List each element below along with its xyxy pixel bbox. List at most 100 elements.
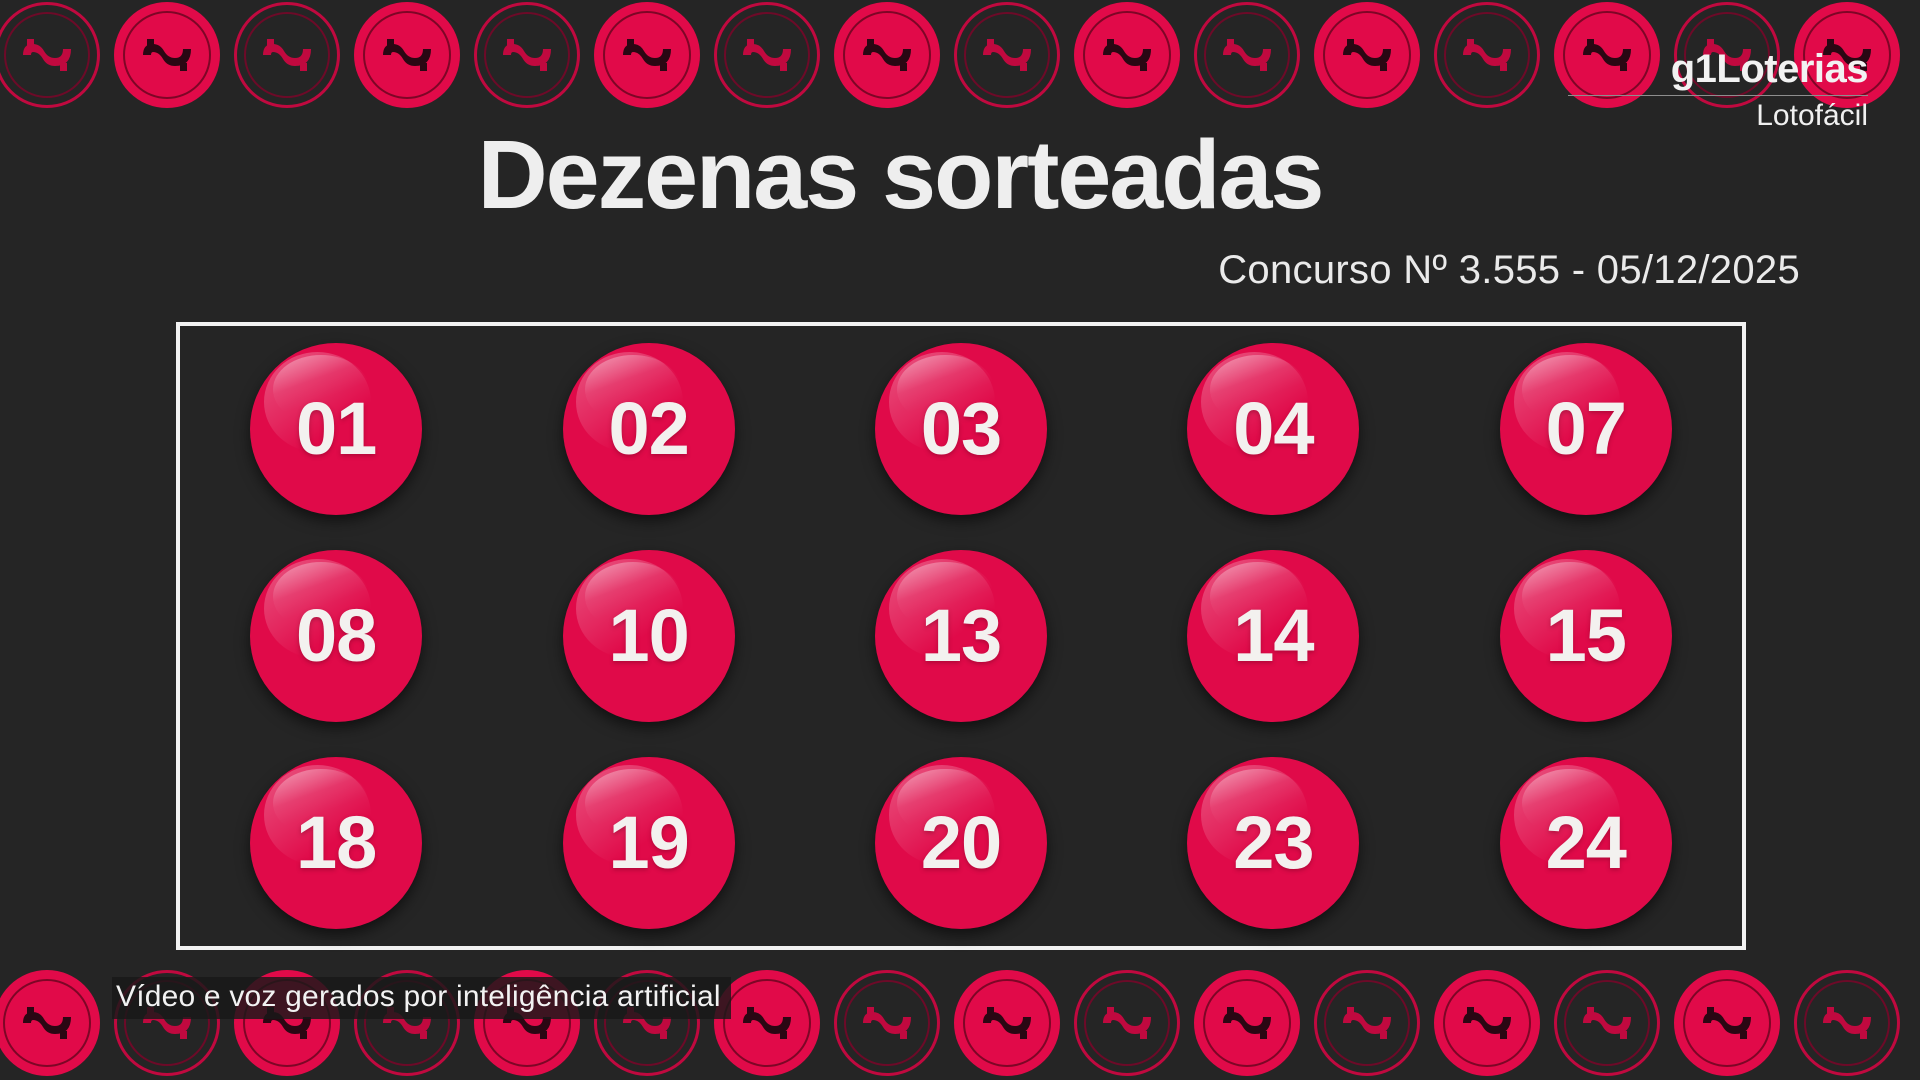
- money-coin-icon: [834, 970, 940, 1076]
- coin-inner-ring: [123, 11, 211, 99]
- money-coin-icon: [354, 2, 460, 108]
- money-coin-icon: [234, 2, 340, 108]
- money-coin-glyph: [263, 39, 311, 71]
- lottery-ball: 03: [874, 343, 1047, 516]
- coin-inner-ring: [844, 980, 930, 1066]
- lottery-ball-number: 18: [296, 800, 377, 884]
- money-coin-icon: [0, 970, 100, 1076]
- coin-inner-ring: [1203, 979, 1291, 1067]
- money-coin-icon: [1434, 2, 1540, 108]
- lottery-ball-number: 04: [1233, 387, 1314, 471]
- money-coin-icon: [594, 2, 700, 108]
- money-coin-icon: [954, 970, 1060, 1076]
- coin-inner-ring: [1803, 11, 1891, 99]
- lottery-ball-number: 02: [608, 387, 689, 471]
- money-coin-icon: [474, 2, 580, 108]
- money-coin-glyph: [983, 39, 1031, 71]
- money-coin-icon: [1314, 970, 1420, 1076]
- money-coin-glyph: [1703, 39, 1751, 71]
- coin-inner-ring: [1084, 980, 1170, 1066]
- coin-inner-ring: [843, 11, 931, 99]
- money-coin-glyph: [1583, 39, 1631, 71]
- money-coin-glyph: [1463, 1007, 1511, 1039]
- lottery-ball-number: 03: [920, 387, 1002, 471]
- lottery-ball: 01: [250, 343, 423, 516]
- logo-game-name: Lotofácil: [1756, 99, 1868, 132]
- money-coin-icon: [0, 2, 100, 108]
- lottery-ball-number: 15: [1545, 593, 1627, 677]
- lottery-ball: 18: [250, 756, 423, 929]
- coin-inner-ring: [244, 12, 330, 98]
- money-coin-icon: [1314, 2, 1420, 108]
- coin-inner-ring: [3, 979, 91, 1067]
- lottery-ball-number: 13: [920, 593, 1002, 677]
- coin-inner-ring: [1204, 12, 1290, 98]
- lottery-ball: 19: [562, 756, 735, 929]
- coin-inner-ring: [1804, 980, 1890, 1066]
- money-coin-glyph: [1343, 1007, 1391, 1039]
- lottery-ball-number: 19: [608, 800, 689, 884]
- coin-inner-ring: [963, 979, 1051, 1067]
- coin-inner-ring: [1683, 979, 1771, 1067]
- lottery-ball-number: 10: [608, 593, 689, 677]
- lottery-ball-number: 24: [1545, 800, 1627, 884]
- coin-inner-ring: [1563, 11, 1651, 99]
- money-coin-icon: [1794, 2, 1900, 108]
- money-coin-glyph: [1823, 1007, 1871, 1039]
- lottery-ball: 15: [1499, 549, 1672, 722]
- money-coin-icon: [114, 2, 220, 108]
- page-title: Dezenas sorteadas: [477, 120, 1325, 229]
- money-coin-icon: [1794, 970, 1900, 1076]
- money-coin-glyph: [383, 39, 431, 71]
- results-frame: 01 02 03 04 07 08 10 13 14 15 18 19 20 23 24: [176, 322, 1746, 950]
- money-coin-glyph: [983, 1007, 1031, 1039]
- money-coin-icon: [954, 2, 1060, 108]
- money-coin-icon: [714, 970, 820, 1076]
- money-coin-icon: [1674, 970, 1780, 1076]
- lottery-ball-number: 07: [1545, 387, 1627, 471]
- ai-disclaimer: Vídeo e voz gerados por inteligência art…: [112, 977, 731, 1019]
- money-coin-icon: [1074, 2, 1180, 108]
- money-coin-glyph: [863, 1007, 911, 1039]
- money-coin-glyph: [1223, 1007, 1271, 1039]
- money-coin-icon: [714, 2, 820, 108]
- coin-inner-ring: [1684, 12, 1770, 98]
- money-coin-glyph: [23, 39, 71, 71]
- lottery-ball: 10: [562, 549, 735, 722]
- money-coin-icon: [1554, 2, 1660, 108]
- logo-divider: [1568, 95, 1868, 96]
- money-coin-glyph: [503, 39, 551, 71]
- coin-inner-ring: [1564, 980, 1650, 1066]
- coin-inner-ring: [964, 12, 1050, 98]
- decorative-coin-strip-top: [0, 0, 1920, 112]
- g1-loterias-logo: g1Loterias Lotofácil: [1568, 48, 1869, 132]
- money-coin-icon: [1194, 970, 1300, 1076]
- money-coin-glyph: [743, 1007, 791, 1039]
- coin-inner-ring: [484, 12, 570, 98]
- money-coin-glyph: [1703, 1007, 1751, 1039]
- lottery-ball: 07: [1499, 343, 1672, 516]
- lottery-ball-number: 23: [1233, 800, 1314, 884]
- lottery-ball: 13: [874, 549, 1047, 722]
- lottery-ball-number: 01: [296, 387, 377, 471]
- coin-inner-ring: [1083, 11, 1171, 99]
- money-coin-glyph: [1103, 39, 1151, 71]
- lottery-ball: 08: [250, 549, 423, 722]
- money-coin-glyph: [1103, 1007, 1151, 1039]
- lottery-ball: 20: [874, 756, 1047, 929]
- money-coin-glyph: [1463, 39, 1511, 71]
- money-coin-icon: [1194, 2, 1300, 108]
- coin-inner-ring: [723, 979, 811, 1067]
- money-coin-glyph: [743, 39, 791, 71]
- money-coin-glyph: [1583, 1007, 1631, 1039]
- coin-inner-ring: [1324, 980, 1410, 1066]
- money-coin-glyph: [863, 39, 911, 71]
- coin-inner-ring: [603, 11, 691, 99]
- lottery-ball: 23: [1187, 756, 1360, 929]
- money-coin-glyph: [1223, 39, 1271, 71]
- money-coin-glyph: [23, 1007, 71, 1039]
- money-coin-glyph: [623, 39, 671, 71]
- money-coin-icon: [1434, 970, 1540, 1076]
- coin-inner-ring: [1323, 11, 1411, 99]
